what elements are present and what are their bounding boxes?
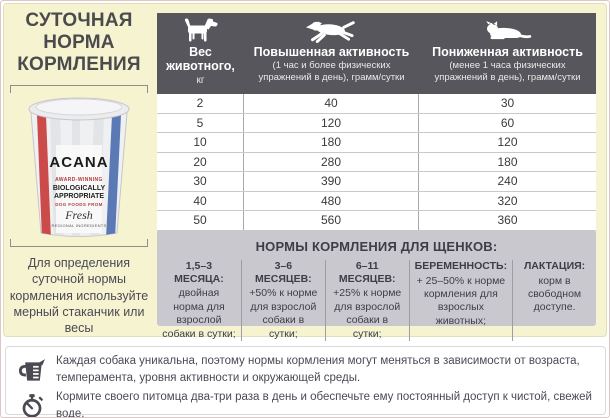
high-activity-value: 280 — [244, 152, 419, 171]
bracket-bottom — [10, 239, 148, 247]
cup-line3: APPROPRIATE — [54, 193, 104, 200]
column-low-activity-subtitle: (менее 1 часа физических упражнений в де… — [434, 60, 581, 84]
dog-running-icon — [305, 18, 358, 44]
high-activity-value: 40 — [244, 94, 419, 113]
weight-value: 40 — [157, 191, 244, 210]
puppy-period-text: двойная норма для взрослой собаки в сутк… — [162, 287, 236, 340]
column-high-activity: Повышенная активность (1 час и более физ… — [244, 13, 419, 94]
table-header: Вес животного, кг — [157, 13, 596, 94]
puppy-period: БЕРЕМЕННОСТЬ: + 25–50% к норме кормления… — [408, 260, 512, 341]
puppy-period-text: +50% к норме для взрослой собаки в сутки… — [249, 287, 318, 340]
acana-cup-image: ACANA AWARD-WINNING BIOLOGICALLY APPROPR… — [28, 97, 130, 237]
column-weight: Вес животного, кг — [157, 13, 244, 94]
high-activity-value: 560 — [244, 211, 419, 230]
table-row: 2 40 30 — [157, 94, 596, 114]
stopwatch-icon — [18, 393, 45, 417]
notes-panel: Каждая собака уникальна, поэтому нормы к… — [5, 346, 606, 418]
puppy-period-text: +25% к норме для взрослой собаки в сутки… — [333, 287, 402, 340]
dog-standing-icon — [182, 18, 220, 44]
puppy-period: 3–6 МЕСЯЦЕВ: +50% к норме для взрослой с… — [240, 260, 325, 341]
low-activity-value: 180 — [497, 154, 518, 169]
puppy-period-text: + 25–50% к норме кормления для взрослых … — [416, 274, 506, 327]
column-weight-subtitle: кг — [196, 74, 205, 86]
table-row: 40 480 320 — [157, 191, 596, 211]
weight-value: 30 — [157, 172, 244, 191]
cup-line6: REGIONAL INGREDIENTS — [52, 223, 107, 228]
weight-value: 20 — [157, 152, 244, 171]
weight-value: 10 — [157, 133, 244, 152]
dog-lying-icon — [484, 18, 532, 44]
product-photo: ACANA AWARD-WINNING BIOLOGICALLY APPROPR… — [20, 93, 138, 244]
puppy-period-heading: 1,5–3 МЕСЯЦА: — [174, 260, 224, 285]
table-body: 2 40 30 5 120 60 10 180 120 20 280 180 3… — [157, 94, 596, 231]
note-text: Каждая собака уникальна, поэтому нормы к… — [56, 355, 580, 384]
low-activity-value: 240 — [497, 174, 518, 189]
puppy-period-heading: БЕРЕМЕННОСТЬ: — [414, 260, 508, 272]
column-low-activity: Пониженная активность (менее 1 часа физи… — [419, 13, 596, 94]
weight-value: 5 — [157, 113, 244, 132]
column-high-activity-title: Повышенная активность — [253, 45, 410, 59]
puppy-norms-columns: 1,5–3 МЕСЯЦА: двойная норма для взрослой… — [157, 260, 596, 341]
puppy-period-text: корм в свободном доступе. — [527, 274, 582, 314]
weight-value: 50 — [157, 211, 244, 230]
puppy-norms-panel: НОРМЫ КОРМЛЕНИЯ ДЛЯ ЩЕНКОВ: 1,5–3 МЕСЯЦА… — [157, 230, 596, 341]
high-activity-value: 120 — [244, 113, 419, 132]
cup-line1: AWARD-WINNING — [55, 177, 103, 183]
table-row: 5 120 60 — [157, 113, 596, 133]
cup-brand-text: ACANA — [49, 154, 108, 171]
note-item: Каждая собака уникальна, поэтому нормы к… — [18, 353, 595, 386]
table-row: 30 390 240 — [157, 172, 596, 192]
feeding-table: Вес животного, кг — [157, 13, 596, 231]
low-activity-value: 120 — [497, 135, 518, 150]
low-activity-value: 320 — [497, 193, 518, 208]
table-row: 20 280 180 — [157, 152, 596, 172]
puppy-norms-title: НОРМЫ КОРМЛЕНИЯ ДЛЯ ЩЕНКОВ: — [255, 239, 498, 254]
sidebar: СУТОЧНАЯ НОРМА КОРМЛЕНИЯ — [1, 1, 157, 335]
puppy-period-heading: ЛАКТАЦИЯ: — [523, 260, 586, 272]
column-high-activity-subtitle: (1 час и более физических упражнений в д… — [258, 60, 405, 84]
high-activity-value: 390 — [244, 172, 419, 191]
sidebar-note: Для определения суточной нормы кормления… — [9, 256, 149, 335]
high-activity-value: 180 — [244, 133, 419, 152]
puppy-period: 6–11 МЕСЯЦЕВ: +25% к норме для взрослой … — [324, 260, 409, 341]
puppy-period: 1,5–3 МЕСЯЦА: двойная норма для взрослой… — [157, 260, 241, 341]
weight-value: 2 — [157, 94, 244, 113]
table-row: 50 560 360 — [157, 211, 596, 231]
low-activity-value: 30 — [500, 96, 515, 111]
bracket-top — [10, 85, 148, 93]
column-low-activity-title: Пониженная активность — [432, 45, 583, 59]
puppy-period-heading: 6–11 МЕСЯЦЕВ: — [338, 260, 396, 285]
puppy-period: ЛАКТАЦИЯ: корм в свободном доступе. — [512, 260, 596, 341]
puppy-period-heading: 3–6 МЕСЯЦЕВ: — [255, 260, 312, 285]
note-text: Кормите своего питомца два-три раза в де… — [56, 391, 592, 418]
cup-line5: Fresh — [64, 208, 93, 222]
column-weight-title: Вес животного, — [166, 45, 235, 74]
measuring-cup-icon — [18, 356, 45, 383]
table-row: 10 180 120 — [157, 133, 596, 153]
low-activity-value: 360 — [497, 213, 518, 228]
cup-line2: BIOLOGICALLY — [53, 185, 106, 192]
page-title: СУТОЧНАЯ НОРМА КОРМЛЕНИЯ — [17, 10, 141, 76]
cup-line4: DOG FOODS FROM — [55, 202, 103, 207]
note-item: Кормите своего питомца два-три раза в де… — [18, 389, 595, 418]
low-activity-value: 60 — [500, 115, 515, 130]
high-activity-value: 480 — [244, 191, 419, 210]
